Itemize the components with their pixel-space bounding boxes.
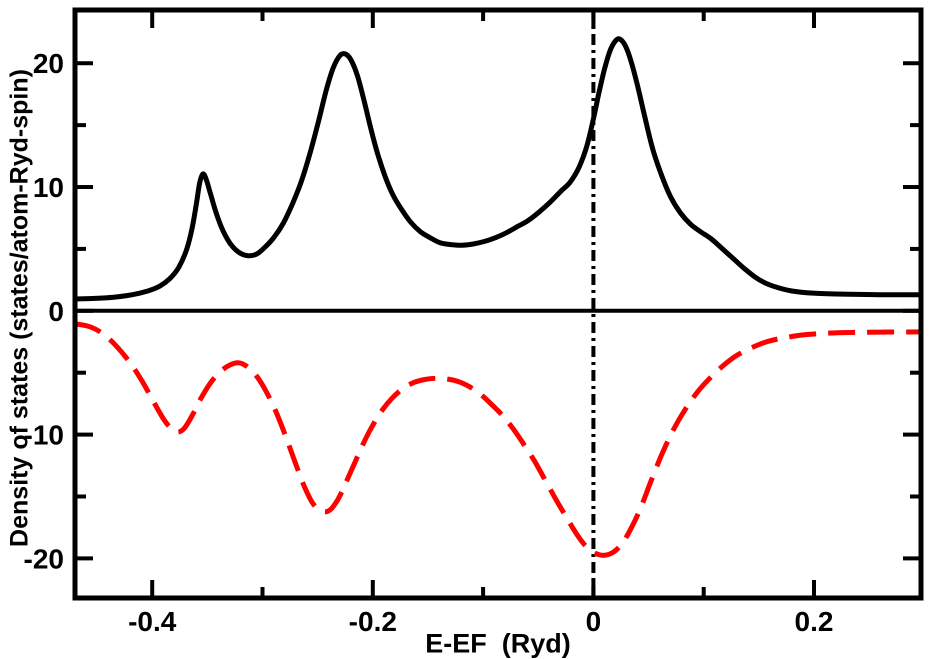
- spin-up-curve: [74, 36, 922, 302]
- y-tick-label: 10: [33, 172, 64, 203]
- y-tick-label: 20: [33, 48, 64, 79]
- y-tick-label: 0: [48, 296, 64, 327]
- y-axis-title: Density of states (states/atom-Ryd-spin): [5, 69, 34, 547]
- x-tick-label: -0.4: [128, 606, 177, 637]
- x-tick-label: 0: [586, 606, 602, 637]
- x-tick-label: 0.2: [795, 606, 834, 637]
- x-tick-label: -0.2: [349, 606, 397, 637]
- spin-down-curve: [74, 321, 922, 558]
- plot-lines: [74, 10, 922, 598]
- x-axis-title: E-EF (Ryd): [425, 628, 571, 659]
- y-tick-label: -10: [24, 420, 64, 451]
- y-tick-label: -20: [24, 543, 64, 574]
- axis-ticks: [77, 12, 919, 596]
- tick-labels: -0.4 -0.2 0 0.2 -20 -10 0 10 20: [24, 48, 834, 637]
- plot-frame: [72, 7, 924, 601]
